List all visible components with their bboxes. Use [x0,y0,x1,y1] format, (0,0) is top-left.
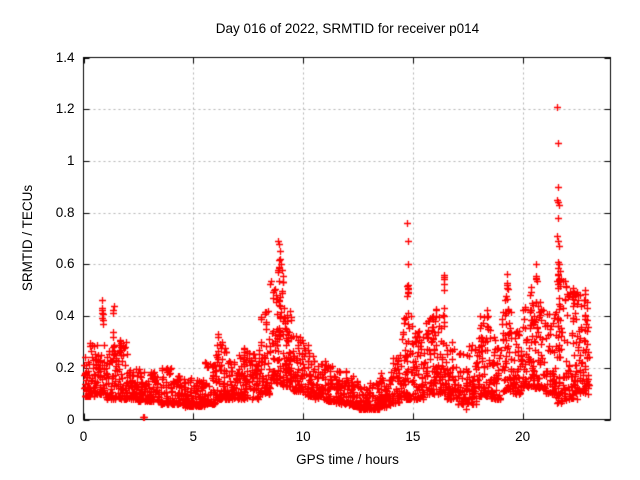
x-tick-label: 0 [79,429,88,444]
y-axis-label: SRMTID / TECUs [20,184,35,292]
x-tick-label: 20 [515,429,531,444]
chart-title: Day 016 of 2022, SRMTID for receiver p01… [215,21,480,36]
y-tick-label: 0.6 [55,256,75,272]
y-tick-label: 0.8 [55,204,75,220]
y-tick-label: 0 [66,411,75,427]
y-tick-label: 0.2 [55,359,75,375]
y-tick-label: 1.2 [55,101,75,117]
x-tick-label: 10 [295,429,311,444]
x-axis-label: GPS time / hours [296,452,399,467]
y-tick-label: 1.4 [55,49,75,65]
y-tick-label: 1 [66,152,75,168]
y-tick-label: 0.4 [55,308,75,324]
x-tick-label: 5 [189,429,198,444]
x-tick-label: 15 [405,429,421,444]
